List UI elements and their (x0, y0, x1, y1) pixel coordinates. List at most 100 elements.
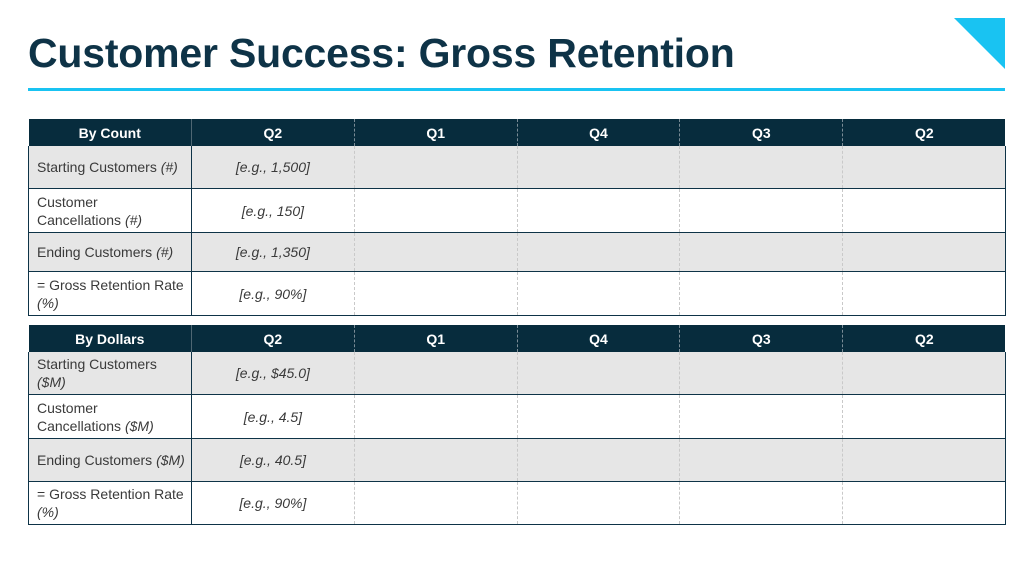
row-unit: ($M) (124, 417, 154, 434)
table-cell[interactable]: [e.g., 1,350] (191, 232, 355, 272)
column-header: Q2 (191, 325, 355, 352)
column-header: Q3 (679, 325, 844, 352)
row-label: Starting Customers (37, 159, 157, 175)
row-label: Ending Customers (37, 452, 153, 468)
table-cell[interactable] (354, 352, 518, 395)
table-cell[interactable] (679, 394, 844, 439)
row-label-cell: Starting Customers ($M) (28, 352, 192, 395)
row-label-cell: Ending Customers (#) (28, 232, 192, 272)
table-row: Ending Customers ($M) [e.g., 40.5] (28, 438, 1006, 482)
column-header: Q1 (354, 325, 518, 352)
example-value: [e.g., 1,350] (235, 244, 310, 260)
table-header-row: By Dollars Q2 Q1 Q4 Q3 Q2 (28, 325, 1006, 352)
table-cell[interactable] (517, 438, 681, 482)
column-header: By Count (28, 119, 192, 146)
table-cell[interactable]: [e.g., 4.5] (191, 394, 355, 439)
row-label: Customer Cancellations (37, 399, 122, 434)
row-label-cell: = Gross Retention Rate (%) (28, 271, 192, 316)
row-label: Customer Cancellations (37, 193, 122, 228)
table-row: = Gross Retention Rate (%) [e.g., 90%] (28, 271, 1006, 316)
title-divider (28, 88, 1005, 91)
table-cell[interactable] (842, 271, 1006, 316)
table-cell[interactable]: [e.g., 90%] (191, 481, 355, 525)
example-value: [e.g., 90%] (239, 285, 307, 302)
table-header-row: By Count Q2 Q1 Q4 Q3 Q2 (28, 119, 1006, 146)
table-cell[interactable] (679, 352, 844, 395)
row-unit: ($M) (156, 452, 185, 468)
row-unit: (#) (124, 211, 143, 228)
row-unit: ($M) (37, 374, 66, 390)
table-cell[interactable] (354, 438, 518, 482)
row-label: Starting Customers (37, 356, 157, 372)
table-cell[interactable] (842, 438, 1006, 482)
row-label-cell: Customer Cancellations ($M) (28, 394, 192, 439)
table-cell[interactable] (679, 481, 844, 525)
table-cell[interactable] (842, 188, 1006, 233)
table-cell[interactable] (517, 271, 681, 316)
by-count-table: By Count Q2 Q1 Q4 Q3 Q2 Starting Custome… (28, 119, 1006, 316)
table-cell[interactable] (354, 232, 518, 272)
table-cell[interactable] (842, 394, 1006, 439)
table-cell[interactable] (517, 394, 681, 439)
column-header: Q2 (842, 325, 1006, 352)
table-row: Starting Customers (#) [e.g., 1,500] (28, 146, 1006, 189)
table-cell[interactable] (517, 481, 681, 525)
column-header: Q4 (517, 325, 681, 352)
table-cell[interactable] (517, 232, 681, 272)
table-cell[interactable]: [e.g., 150] (191, 188, 355, 233)
column-header: Q3 (679, 119, 844, 146)
row-label: = Gross Retention Rate (37, 486, 184, 502)
by-dollars-table: By Dollars Q2 Q1 Q4 Q3 Q2 Starting Custo… (28, 325, 1006, 525)
table-cell[interactable] (679, 438, 844, 482)
table-cell[interactable] (679, 232, 844, 272)
example-value: [e.g., 40.5] (239, 452, 306, 468)
example-value: [e.g., 90%] (239, 495, 307, 511)
row-label-cell: = Gross Retention Rate (%) (28, 481, 192, 525)
table-cell[interactable] (842, 232, 1006, 272)
table-row: Starting Customers ($M) [e.g., $45.0] (28, 352, 1006, 395)
table-cell[interactable] (679, 271, 844, 316)
table-cell[interactable] (842, 146, 1006, 189)
row-unit: (%) (37, 294, 59, 311)
table-cell[interactable] (679, 146, 844, 189)
example-value: [e.g., 4.5] (243, 408, 303, 425)
table-cell[interactable]: [e.g., $45.0] (191, 352, 355, 395)
table-cell[interactable] (354, 188, 518, 233)
table-row: = Gross Retention Rate (%) [e.g., 90%] (28, 481, 1006, 525)
column-header: Q1 (354, 119, 518, 146)
table-cell[interactable] (517, 352, 681, 395)
row-label-cell: Customer Cancellations (#) (28, 188, 192, 233)
column-header: By Dollars (28, 325, 192, 352)
table-cell[interactable] (354, 481, 518, 525)
row-label: Ending Customers (37, 244, 153, 260)
table-cell[interactable] (842, 481, 1006, 525)
table-cell[interactable] (354, 146, 518, 189)
row-label-cell: Starting Customers (#) (28, 146, 192, 189)
table-cell[interactable]: [e.g., 40.5] (191, 438, 355, 482)
table-cell[interactable] (354, 394, 518, 439)
row-label-cell: Ending Customers ($M) (28, 438, 192, 482)
corner-triangle-icon (954, 18, 1005, 69)
table-cell[interactable] (842, 352, 1006, 395)
page-title: Customer Success: Gross Retention (28, 30, 735, 76)
row-unit: (%) (37, 504, 59, 520)
table-cell[interactable] (517, 188, 681, 233)
example-value: [e.g., $45.0] (235, 365, 310, 381)
example-value: [e.g., 1,500] (235, 159, 310, 175)
table-cell[interactable] (354, 271, 518, 316)
table-row: Customer Cancellations ($M) [e.g., 4.5] (28, 394, 1006, 439)
column-header: Q4 (517, 119, 681, 146)
table-row: Ending Customers (#) [e.g., 1,350] (28, 232, 1006, 272)
table-row: Customer Cancellations (#) [e.g., 150] (28, 188, 1006, 233)
table-cell[interactable]: [e.g., 1,500] (191, 146, 355, 189)
column-header: Q2 (191, 119, 355, 146)
table-cell[interactable] (517, 146, 681, 189)
row-unit: (#) (160, 159, 178, 175)
table-cell[interactable]: [e.g., 90%] (191, 271, 355, 316)
row-unit: (#) (156, 244, 174, 260)
column-header: Q2 (842, 119, 1006, 146)
row-label: = Gross Retention Rate (37, 276, 184, 293)
example-value: [e.g., 150] (241, 202, 305, 219)
table-cell[interactable] (679, 188, 844, 233)
